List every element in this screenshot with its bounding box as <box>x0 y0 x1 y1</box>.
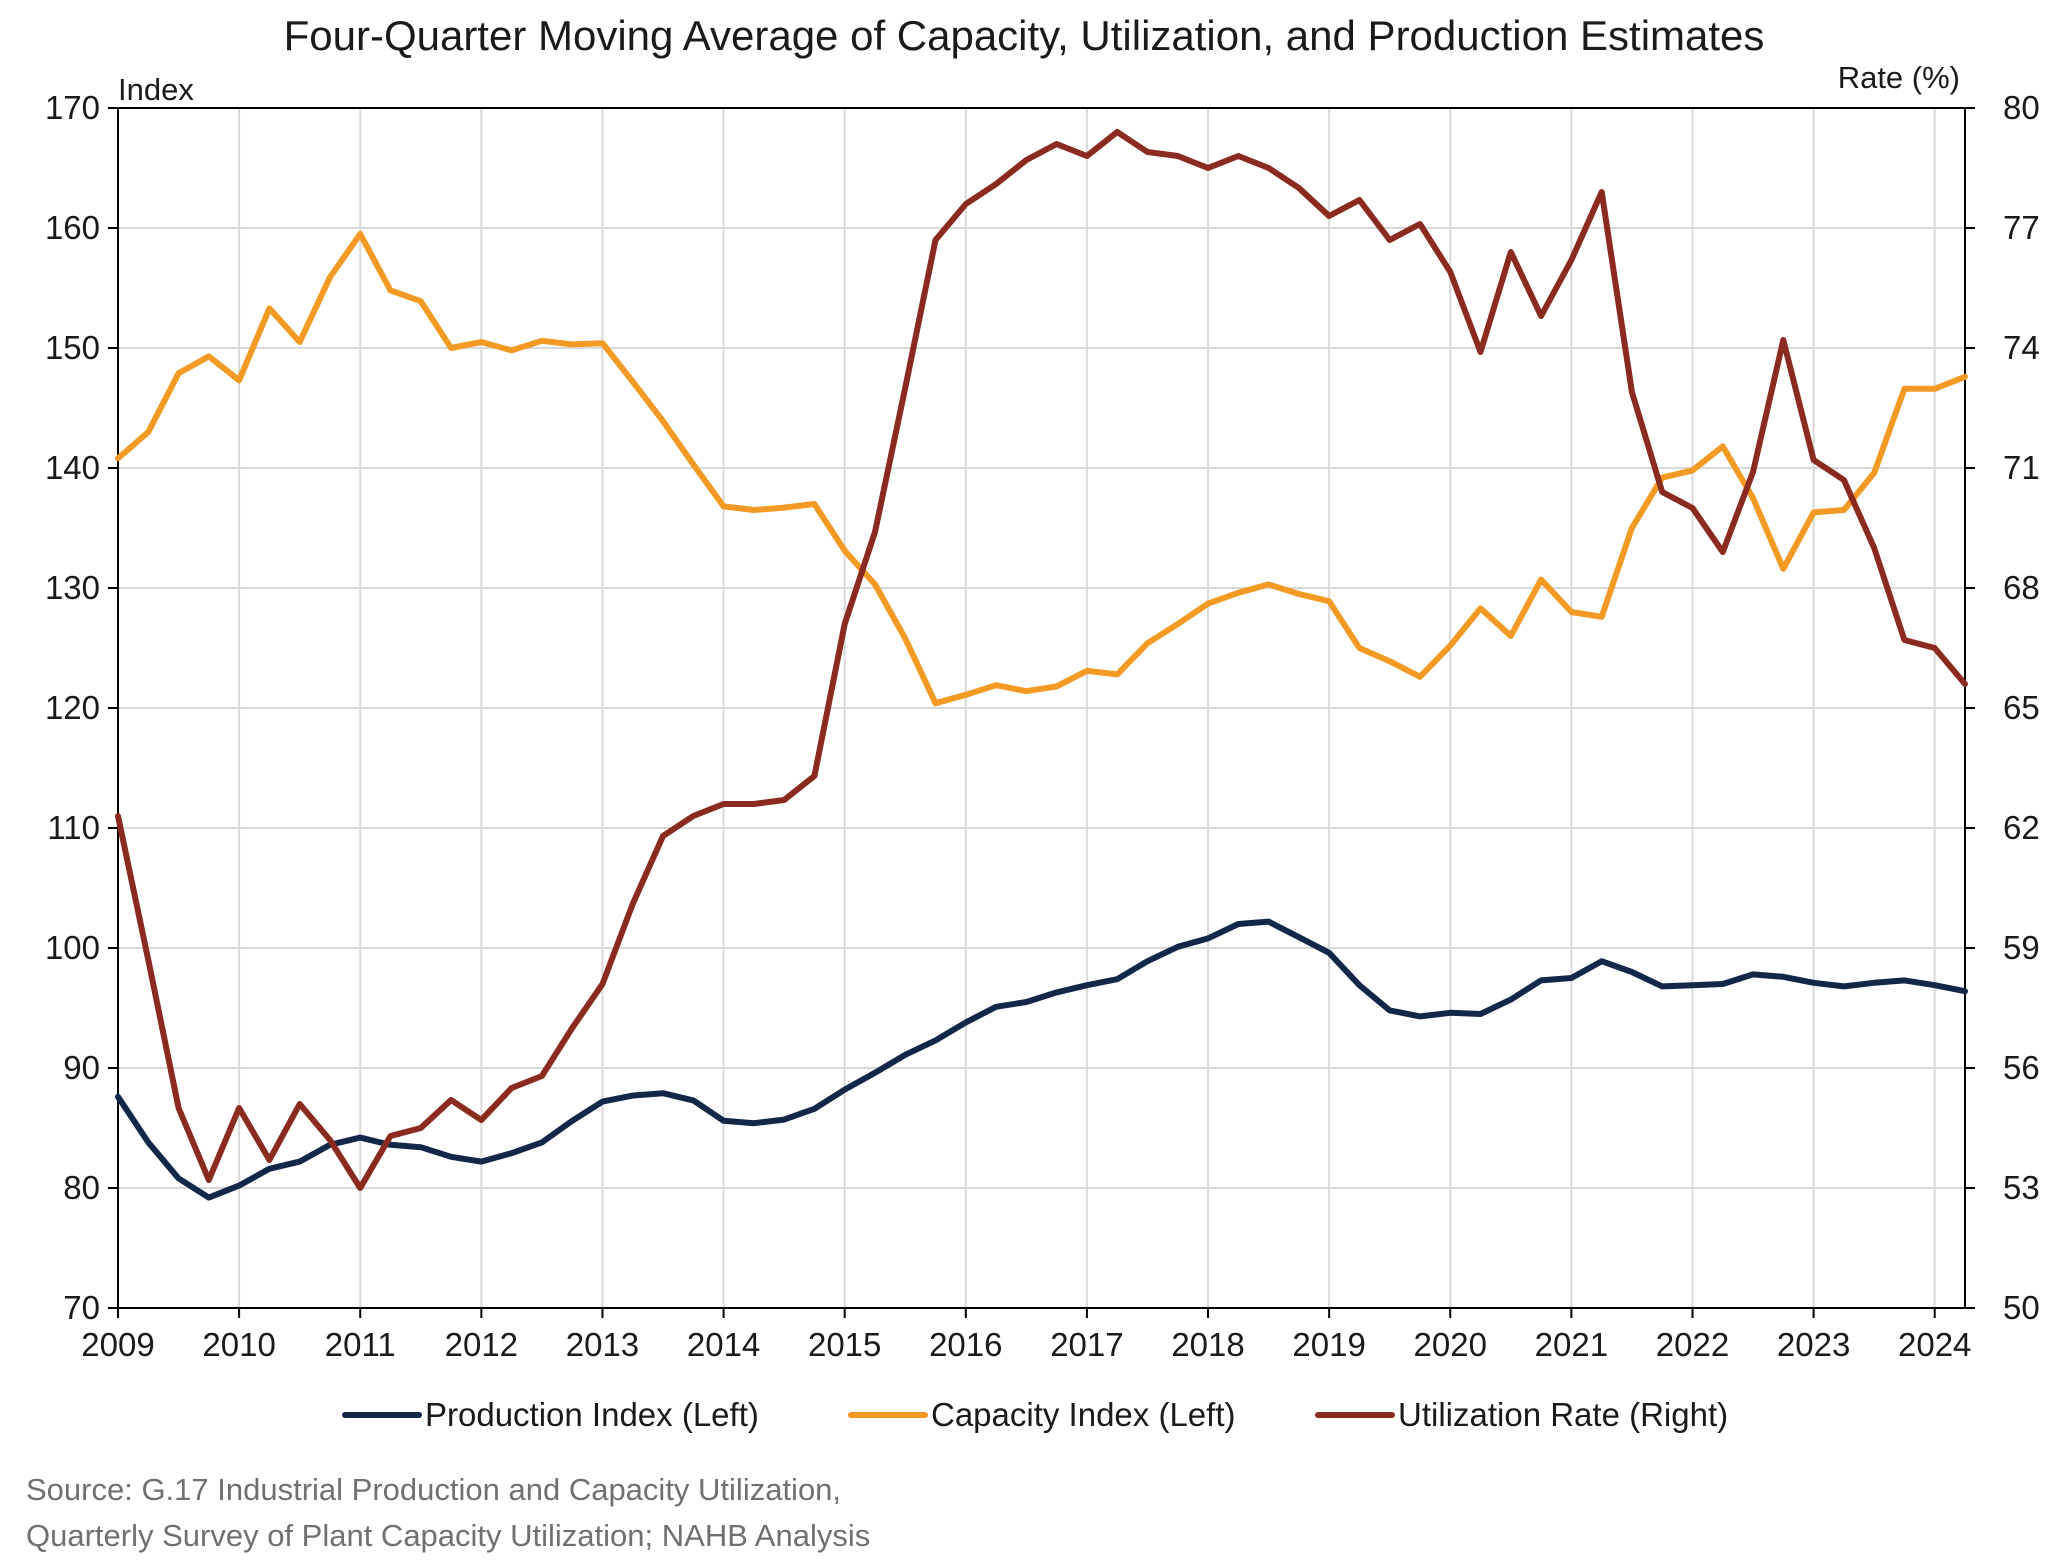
right-tick-label: 65 <box>2003 689 2040 726</box>
x-tick-label: 2020 <box>1414 1326 1487 1363</box>
left-tick-label: 90 <box>63 1049 100 1086</box>
right-tick-label: 62 <box>2003 809 2040 846</box>
right-tick-label: 56 <box>2003 1049 2040 1086</box>
x-tick-label: 2023 <box>1777 1326 1850 1363</box>
right-tick-label: 59 <box>2003 929 2040 966</box>
x-tick-label: 2016 <box>929 1326 1002 1363</box>
plot-area-border <box>117 107 1966 1309</box>
left-tick-label: 150 <box>45 329 100 366</box>
right-tick-label: 80 <box>2003 89 2040 126</box>
x-tick-label: 2019 <box>1292 1326 1365 1363</box>
x-tick-label: 2018 <box>1171 1326 1244 1363</box>
capacity-index-line <box>115 231 1968 707</box>
gridlines <box>118 108 1965 1308</box>
x-tick-label: 2013 <box>566 1326 639 1363</box>
right-axis-label: Rate (%) <box>1838 60 1960 95</box>
x-tick-label: 2022 <box>1656 1326 1729 1363</box>
left-tick-label: 70 <box>63 1289 100 1326</box>
right-tick-label: 71 <box>2003 449 2040 486</box>
x-tick-label: 2014 <box>687 1326 760 1363</box>
right-tick-label: 68 <box>2003 569 2040 606</box>
left-tick-label: 120 <box>45 689 100 726</box>
x-tick-label: 2024 <box>1898 1326 1971 1363</box>
legend-label-capacity-index: Capacity Index (Left) <box>931 1396 1235 1433</box>
legend: Production Index (Left) Capacity Index (L… <box>342 1396 1728 1433</box>
utilization-rate-line <box>115 129 1968 1191</box>
left-tick-label: 160 <box>45 209 100 246</box>
x-tick-label: 2009 <box>81 1326 154 1363</box>
right-axis-ticks: 50 53 56 59 62 65 68 71 74 77 80 <box>1965 89 2040 1326</box>
legend-label-utilization-rate: Utilization Rate (Right) <box>1398 1396 1728 1433</box>
source-line-1: Source: G.17 Industrial Production and C… <box>26 1472 841 1507</box>
right-tick-label: 74 <box>2003 329 2040 366</box>
x-tick-label: 2017 <box>1050 1326 1123 1363</box>
left-tick-label: 140 <box>45 449 100 486</box>
left-tick-label: 170 <box>45 89 100 126</box>
left-axis-ticks: 70 80 90 100 110 120 130 140 150 160 170 <box>45 89 118 1326</box>
right-tick-label: 50 <box>2003 1289 2040 1326</box>
x-axis-ticks: 2009 2010 2011 2012 2013 2014 2015 2016 2017 2018… <box>81 1308 1971 1363</box>
series-lines <box>115 129 1968 1201</box>
left-axis-label: Index <box>118 72 194 107</box>
right-tick-label: 53 <box>2003 1169 2040 1206</box>
source-line-2: Quarterly Survey of Plant Capacity Utili… <box>26 1518 870 1553</box>
left-tick-label: 80 <box>63 1169 100 1206</box>
x-tick-label: 2011 <box>325 1326 396 1363</box>
left-tick-label: 130 <box>45 569 100 606</box>
x-tick-label: 2012 <box>445 1326 518 1363</box>
right-tick-label: 77 <box>2003 209 2040 246</box>
chart-title: Four-Quarter Moving Average of Capacity,… <box>284 12 1765 59</box>
left-tick-label: 100 <box>45 929 100 966</box>
x-tick-label: 2021 <box>1535 1326 1608 1363</box>
x-tick-label: 2015 <box>808 1326 881 1363</box>
x-tick-label: 2010 <box>202 1326 275 1363</box>
left-tick-label: 110 <box>47 809 100 846</box>
legend-label-production-index: Production Index (Left) <box>425 1396 759 1433</box>
production-index-line <box>115 918 1968 1201</box>
